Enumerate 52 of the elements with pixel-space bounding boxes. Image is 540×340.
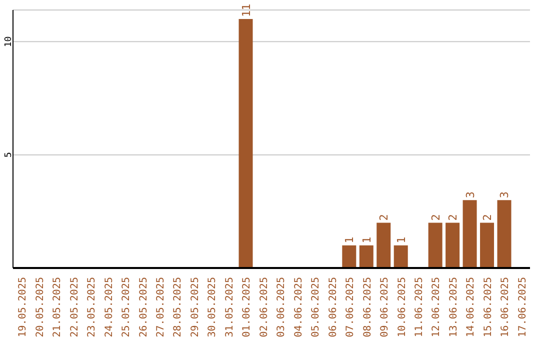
x-tick-label: 04.06.2025 <box>293 277 304 338</box>
x-tick-label: 02.06.2025 <box>258 277 270 338</box>
x-tick-label: 19.05.2025 <box>18 277 29 338</box>
data-label: 1 <box>343 236 356 244</box>
bar <box>480 222 494 268</box>
bar <box>376 222 391 268</box>
data-label: 2 <box>446 214 460 221</box>
x-tick-label: 21.05.2025 <box>52 277 64 338</box>
x-tick-label: 31.05.2025 <box>224 277 236 338</box>
x-tick-label: 10.06.2025 <box>396 277 408 338</box>
bar <box>394 245 408 268</box>
x-tick-label: 08.06.2025 <box>362 277 374 338</box>
x-tick-label: 05.06.2025 <box>310 277 322 338</box>
x-tick-label: 27.05.2025 <box>155 277 166 338</box>
data-label: 11 <box>240 4 253 18</box>
x-tick-label: 11.06.2025 <box>414 277 425 338</box>
x-tick-label: 17.06.2025 <box>517 277 528 338</box>
x-tick-label: 30.05.2025 <box>207 277 218 338</box>
data-label: 2 <box>429 214 442 221</box>
x-tick-label: 03.06.2025 <box>276 277 288 338</box>
x-tick-label: 23.05.2025 <box>86 277 98 338</box>
x-tick-label: 15.06.2025 <box>482 277 494 338</box>
x-tick-label: 09.06.2025 <box>380 277 391 338</box>
x-tick-label: 01.06.2025 <box>242 277 253 338</box>
data-label: 3 <box>498 191 512 198</box>
bar <box>428 222 442 268</box>
x-tick-label: 06.06.2025 <box>328 277 339 338</box>
data-label: 2 <box>378 214 391 221</box>
bar <box>359 245 374 268</box>
bar <box>238 19 253 268</box>
x-tick-label: 29.05.2025 <box>190 277 201 338</box>
x-tick-label: 16.06.2025 <box>500 277 512 338</box>
x-tick-label: 28.05.2025 <box>172 277 184 338</box>
y-tick-label: 10 <box>4 36 14 48</box>
x-tick-label: 07.06.2025 <box>345 277 356 338</box>
x-tick-label: 24.05.2025 <box>104 277 115 338</box>
x-tick-label: 14.06.2025 <box>466 277 477 338</box>
data-label: 3 <box>464 191 477 198</box>
x-tick-label: 12.06.2025 <box>431 277 442 338</box>
data-label: 1 <box>394 236 408 244</box>
x-tick-label: 22.05.2025 <box>69 277 80 338</box>
x-tick-label: 26.05.2025 <box>138 277 150 338</box>
bar <box>497 200 512 268</box>
x-tick-label: 13.06.2025 <box>448 277 460 338</box>
y-tick-label: 5 <box>4 152 14 158</box>
bar <box>342 245 356 268</box>
x-tick-label: 20.05.2025 <box>34 277 46 338</box>
data-label: 1 <box>360 236 374 244</box>
bar <box>446 222 460 268</box>
bar <box>462 200 477 268</box>
x-tick-label: 25.05.2025 <box>121 277 132 338</box>
data-label: 2 <box>481 214 494 221</box>
